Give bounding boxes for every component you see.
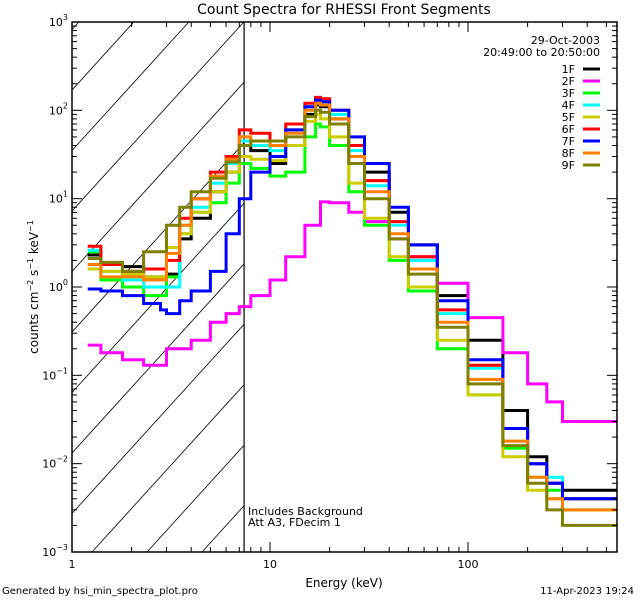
hatch-line <box>72 202 245 394</box>
series-4F-line <box>87 97 617 501</box>
legend-label-8F: 8F <box>562 147 575 160</box>
hatch-line <box>72 263 245 454</box>
legend-label-1F: 1F <box>562 63 575 76</box>
legend-label-9F: 9F <box>562 159 575 172</box>
footer-generated-by: Generated by hsi_min_spectra_plot.pro <box>2 586 198 597</box>
footer-timestamp: 11-Apr-2023 19:24 <box>540 586 634 597</box>
legend-label-2F: 2F <box>562 75 575 88</box>
hatch-line <box>72 142 245 333</box>
legend-label-3F: 3F <box>562 87 575 100</box>
hatched-region <box>72 0 640 552</box>
hatch-line <box>257 0 640 552</box>
legend-label-4F: 4F <box>562 99 575 112</box>
series-6F-line <box>87 95 617 501</box>
x-axis-label: Energy (keV) <box>305 576 382 590</box>
legend-label-7F: 7F <box>562 135 575 148</box>
hatch-line <box>312 0 640 552</box>
hatch-line <box>587 0 640 552</box>
hatch-line <box>72 323 245 515</box>
hatch-line <box>422 0 640 552</box>
legend-date: 29-Oct-2003 <box>531 34 600 47</box>
x-tick-label: 1 <box>69 558 76 571</box>
y-tick-label: 101 <box>49 190 68 206</box>
hatch-line <box>477 0 640 552</box>
hatch-line <box>72 81 245 273</box>
y-tick-label: 10−3 <box>42 543 68 559</box>
series-1F-line <box>87 103 617 492</box>
y-tick-label: 100 <box>49 278 68 294</box>
chart-title: Count Spectra for RHESSI Front Segments <box>197 2 491 18</box>
legend-label-5F: 5F <box>562 111 575 124</box>
y-tick-label: 102 <box>49 101 68 117</box>
y-tick-label: 10−2 <box>42 455 68 471</box>
x-tick-label: 10 <box>263 558 277 571</box>
y-axis-label: counts cm−2 s−1 keV−1 <box>26 220 41 354</box>
y-tick-label: 103 <box>49 13 68 29</box>
series-5F-line <box>87 112 617 512</box>
series-9F-line <box>87 108 617 527</box>
series-7F-line <box>87 98 617 501</box>
x-axis: 1 10 100 <box>69 22 607 571</box>
y-axis: 103 102 101 100 10−1 10−2 10−3 <box>42 13 617 559</box>
annotation-background: Includes Background <box>248 505 363 518</box>
series-layer <box>87 95 617 527</box>
y-tick-label: 10−1 <box>42 366 68 382</box>
series-2F-line <box>87 200 617 423</box>
x-tick-label: 100 <box>458 558 479 571</box>
legend-label-6F: 6F <box>562 123 575 136</box>
legend: 29-Oct-2003 20:49:00 to 20:50:00 1F2F3F4… <box>483 34 600 172</box>
hatch-line <box>91 384 245 552</box>
annotation-attenuator: Att A3, FDecim 1 <box>248 516 341 529</box>
legend-time-range: 20:49:00 to 20:50:00 <box>483 46 600 59</box>
